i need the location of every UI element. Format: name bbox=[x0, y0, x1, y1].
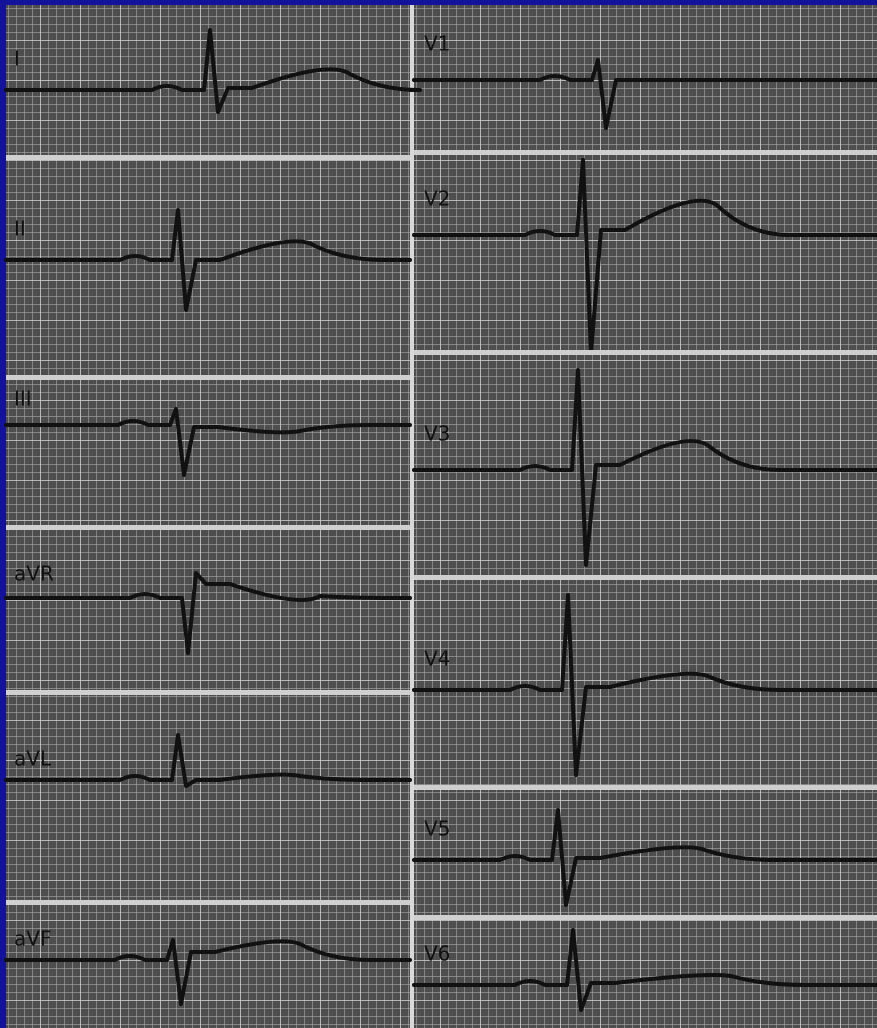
strip-separator bbox=[6, 375, 410, 380]
strip-separator bbox=[6, 155, 410, 160]
column-divider bbox=[410, 5, 414, 1028]
ecg-sheet: IIIIIIaVRaVLaVFV1V2V3V4V5V6 bbox=[0, 0, 877, 1028]
lead-label: V4 bbox=[424, 647, 450, 671]
strip-separator bbox=[414, 785, 877, 790]
lead-label: aVF bbox=[14, 927, 51, 951]
strip-separator bbox=[414, 350, 877, 355]
lead-label: I bbox=[14, 47, 20, 71]
strip-separator bbox=[414, 915, 877, 920]
lead-label: V3 bbox=[424, 422, 450, 446]
strip-separator bbox=[6, 690, 410, 695]
lead-label: aVR bbox=[14, 562, 54, 586]
right-paper bbox=[414, 5, 877, 1028]
lead-label: aVL bbox=[14, 747, 52, 771]
lead-label: III bbox=[14, 387, 32, 411]
lead-label: II bbox=[14, 217, 26, 241]
strip-separator bbox=[414, 575, 877, 580]
lead-label: V5 bbox=[424, 817, 450, 841]
lead-label: V2 bbox=[424, 187, 450, 211]
strip-separator bbox=[6, 525, 410, 530]
strip-separator bbox=[414, 150, 877, 155]
strip-separator bbox=[6, 900, 410, 905]
lead-label: V1 bbox=[424, 32, 450, 56]
lead-label: V6 bbox=[424, 942, 450, 966]
